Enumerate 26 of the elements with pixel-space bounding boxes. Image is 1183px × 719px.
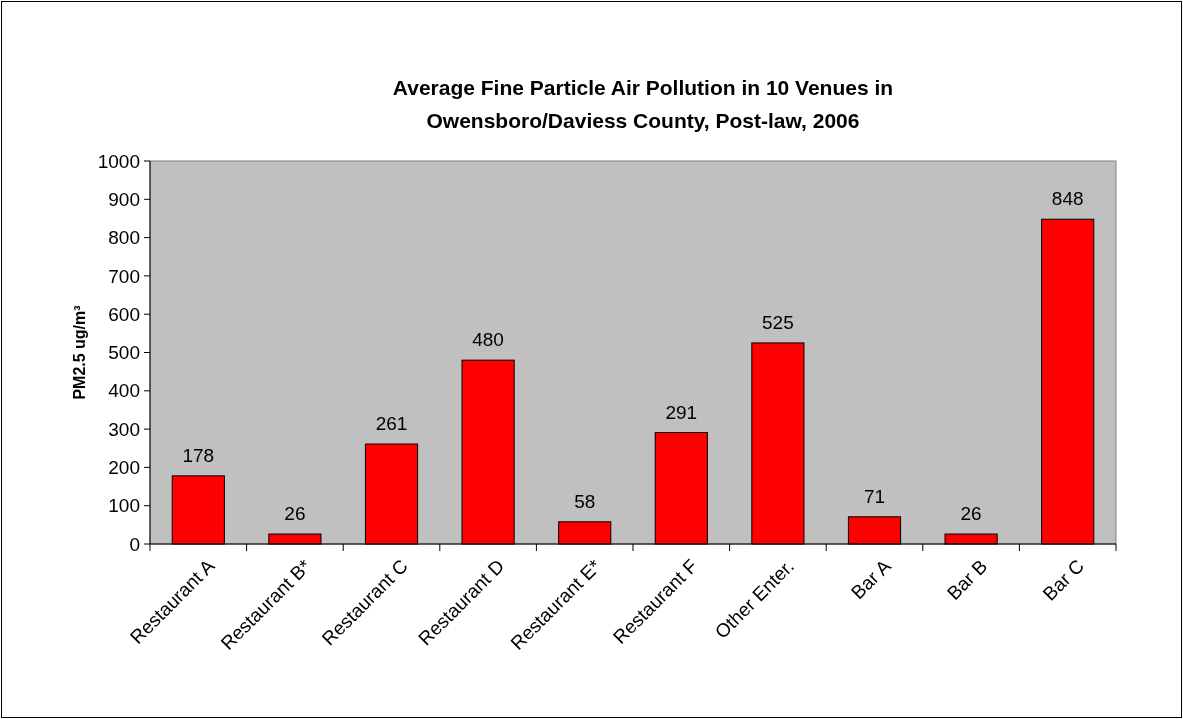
data-label: 26 bbox=[284, 503, 306, 525]
y-tick-label: 200 bbox=[108, 457, 140, 479]
y-tick-label: 400 bbox=[108, 380, 140, 402]
data-label: 178 bbox=[182, 444, 215, 466]
y-tick-label: 700 bbox=[108, 265, 140, 287]
y-tick-label: 800 bbox=[108, 227, 140, 249]
data-label: 525 bbox=[762, 311, 794, 333]
data-label: 71 bbox=[863, 485, 886, 507]
chart-title: Average Fine Particle Air Pollution in 10 Venues in Owensboro/Daviess County, Post-law, 2006 bbox=[392, 76, 894, 132]
data-label: 291 bbox=[665, 401, 698, 423]
data-label: 480 bbox=[472, 329, 504, 351]
y-tick-label: 600 bbox=[108, 303, 140, 325]
y-tick-label: 1000 bbox=[97, 150, 140, 172]
y-tick-label: 900 bbox=[108, 188, 140, 210]
x-tick-label: Bar B bbox=[942, 555, 992, 604]
x-tick-label: Bar C bbox=[1038, 555, 1088, 605]
y-tick-label: 100 bbox=[108, 495, 140, 517]
y-tick-label: 300 bbox=[108, 418, 140, 440]
y-tick-label: 0 bbox=[129, 533, 140, 555]
data-label: 848 bbox=[1051, 188, 1084, 210]
data-label: 58 bbox=[574, 490, 596, 512]
data-label: 261 bbox=[375, 413, 408, 435]
y-axis-title: PM2.5 ug/m³ bbox=[71, 305, 88, 400]
y-tick-label: 500 bbox=[108, 342, 140, 364]
data-label: 26 bbox=[960, 503, 982, 525]
x-tick-label: Bar A bbox=[847, 555, 895, 604]
